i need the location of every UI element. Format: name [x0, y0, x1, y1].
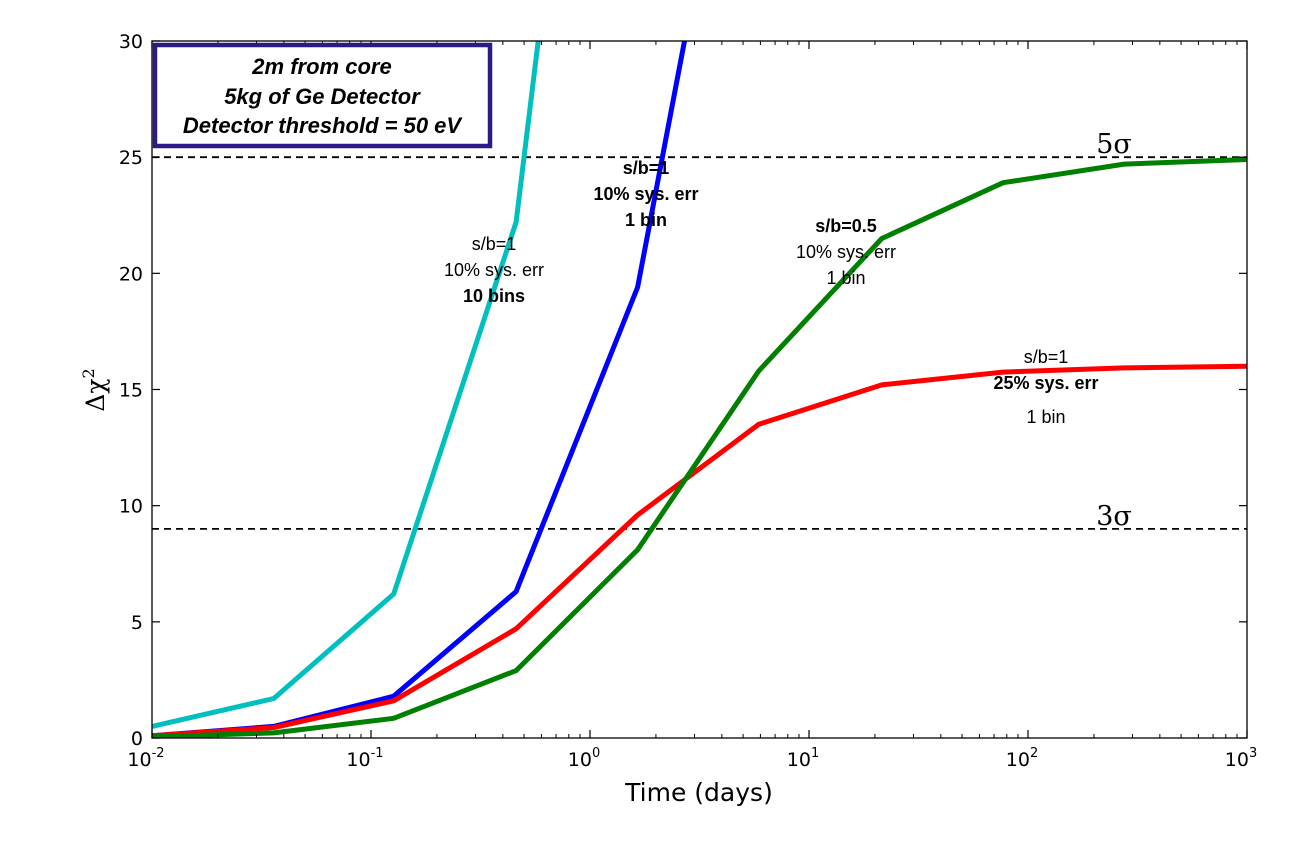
annotation-2-line-2: 1 bin	[826, 268, 865, 288]
x-tick-label-3: 101	[787, 746, 819, 771]
annotation-1: s/b=1 10% sys. err 1 bin	[593, 158, 698, 230]
annotation-3-line-2: 1 bin	[1026, 407, 1065, 427]
annotation-3-line-0: s/b=1	[1024, 347, 1069, 367]
sigma-label-0: 5σ	[1096, 129, 1132, 160]
annotation-0: s/b=1 10% sys. err 10 bins	[444, 234, 544, 306]
sigma-labels: 5σ 3σ	[1096, 129, 1132, 532]
y-tick-label-2: 10	[119, 496, 143, 518]
info-box-line-3: Detector threshold = 50 eV	[183, 113, 463, 138]
x-axis-title: Time (days)	[624, 778, 773, 807]
x-tick-label-4: 102	[1006, 746, 1038, 771]
x-tick-label-5: 103	[1225, 746, 1257, 771]
annotation-0-line-1: 10% sys. err	[444, 260, 544, 280]
info-box-frame	[152, 42, 493, 149]
y-tick-label-6: 30	[119, 31, 143, 53]
annotation-3: s/b=1 25% sys. err 1 bin	[993, 347, 1098, 427]
curve-annotations: s/b=1 10% sys. err 10 bins s/b=1 10% sys. er…	[444, 158, 1099, 427]
annotation-1-line-1: 10% sys. err	[593, 184, 698, 204]
annotation-2-line-0: s/b=0.5	[815, 216, 877, 236]
annotation-1-line-0: s/b=1	[623, 158, 670, 178]
annotation-3-line-1: 25% sys. err	[993, 373, 1098, 393]
reference-lines	[152, 156, 1247, 530]
x-tick-label-1: 10-1	[346, 746, 383, 771]
info-box-line-2: 5kg of Ge Detector	[224, 84, 421, 109]
annotation-0-line-0: s/b=1	[472, 234, 517, 254]
y-tick-label-5: 25	[119, 147, 143, 169]
annotation-1-line-2: 1 bin	[625, 210, 667, 230]
annotation-2: s/b=0.5 10% sys. err 1 bin	[796, 216, 896, 288]
info-box-line-1: 2m from core	[251, 54, 391, 79]
x-tick-label-0: 10-2	[127, 746, 164, 771]
series-layer	[152, 41, 1247, 738]
y-axis-title: Δχ2	[79, 368, 110, 411]
y-tick-label-0: 0	[131, 728, 143, 750]
annotation-2-line-1: 10% sys. err	[796, 242, 896, 262]
axis-tick-labels: 10-2 10-1 100 101 102 103 0 5 10 15 20 25 30	[119, 31, 1257, 771]
axis-ticks	[151, 40, 1248, 739]
y-tick-label-1: 5	[131, 612, 143, 634]
x-tick-label-2: 100	[568, 746, 600, 771]
annotation-0-line-2: 10 bins	[463, 286, 525, 306]
sigma-label-1: 3σ	[1096, 501, 1132, 532]
series-line-3	[152, 157, 1247, 738]
series-line-2	[152, 363, 1247, 738]
series-line-0	[152, 41, 541, 729]
y-tick-label-4: 20	[119, 263, 143, 285]
info-box: 2m from core 5kg of Ge Detector Detector…	[152, 42, 493, 149]
y-tick-label-3: 15	[119, 380, 143, 402]
